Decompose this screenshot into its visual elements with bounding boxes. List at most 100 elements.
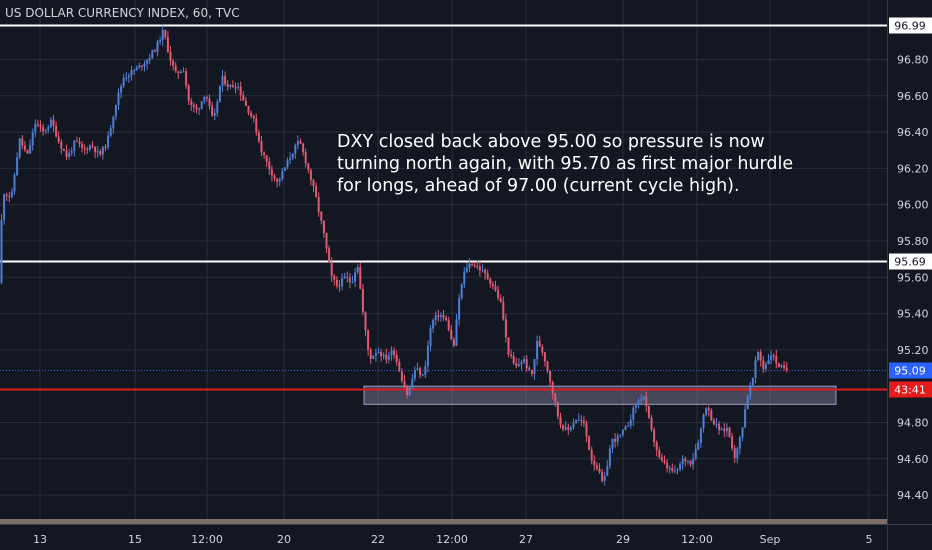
candle-body [442,315,445,318]
candle-body [616,435,619,442]
candle-body [419,368,422,376]
candle-body [588,436,591,451]
candle-body [146,60,149,64]
candle-body [263,152,266,156]
candle-body [107,135,110,148]
candle-body [517,364,520,367]
candle-body [187,85,190,101]
candle-body [320,211,323,221]
candle-body [699,428,702,443]
candle-body [359,267,362,289]
candle-body [322,220,325,234]
candle-body [205,97,208,99]
candle-body [55,125,58,137]
chart-title: US DOLLAR CURRENCY INDEX, 60, TVC [5,6,240,20]
candle-body [364,312,367,331]
candle-body [341,278,344,287]
candle-body [286,160,289,168]
candle-body [21,138,24,146]
candle-body [595,465,598,469]
candle-body [351,281,354,283]
candle-body [86,148,89,150]
candle-body [710,410,713,421]
level-price-tag-bg [889,381,932,398]
annotation-line-1: DXY closed back above 95.00 so pressure … [337,132,765,152]
candle-body [198,108,201,110]
candle-body [208,98,211,106]
candle-body [151,50,154,59]
candle-body [590,450,593,461]
candle-body [81,143,84,148]
candle-body [380,352,383,357]
candle-body [31,132,34,146]
candle-body [174,65,177,72]
candle-body [346,276,349,278]
candle-body [317,197,320,212]
candle-body [582,420,585,424]
candle-body [65,150,68,157]
candle-body [481,269,484,271]
candle-body [237,86,240,89]
candle-body [494,286,497,291]
candle-body [325,233,328,249]
candle-body [252,115,255,119]
x-tick-label: 22 [371,533,385,546]
candle-body [161,29,164,41]
candle-body [486,273,489,279]
candle-body [333,276,336,280]
candle-body [686,460,689,462]
candle-body [390,350,393,356]
candle-body [369,349,372,360]
x-tick-label: 27 [519,533,533,546]
candle-body [611,438,614,449]
candle-body [637,400,640,405]
candle-body [767,360,770,365]
level-price-tag-bg [889,17,932,34]
candle-body [216,101,219,114]
candle-body [400,371,403,381]
candle-body [130,70,133,76]
candle-body [88,145,91,150]
candle-body [723,428,726,432]
candle-body [348,277,351,283]
annotation-line-2: turning north again, with 95.70 as first… [337,154,794,174]
candle-body [640,399,643,401]
x-tick-label: 12:00 [681,533,713,546]
candle-body [385,354,388,360]
candle-body [634,404,637,408]
candle-body [478,266,481,271]
candle-body [96,151,99,153]
candle-body [213,113,216,116]
candle-body [473,265,476,267]
candle-body [725,427,728,432]
y-tick-label: 96.40 [897,126,929,139]
candle-body [78,141,81,144]
candle-body [260,141,263,153]
candles [0,25,788,486]
level-price-tag-bg [889,253,932,270]
candle-body [182,71,185,73]
candle-body [356,267,359,273]
candle-body [432,320,435,329]
candle-body [338,285,341,287]
candle-body [541,346,544,353]
candle-body [122,78,125,87]
candle-body [465,267,468,272]
candle-body [697,442,700,450]
candle-body [564,427,567,430]
candle-body [255,118,258,133]
x-tick-label: 29 [616,533,630,546]
x-tick-label: 12:00 [191,533,223,546]
candle-body [218,85,221,102]
candle-body [374,353,377,356]
candle-body [75,140,78,142]
candle-body [330,262,333,277]
candle-body [104,146,107,148]
candle-body [109,128,112,136]
candle-body [458,298,461,320]
candle-body [133,70,136,72]
candle-body [491,284,494,287]
candle-body [281,171,284,180]
candle-body [520,362,523,365]
